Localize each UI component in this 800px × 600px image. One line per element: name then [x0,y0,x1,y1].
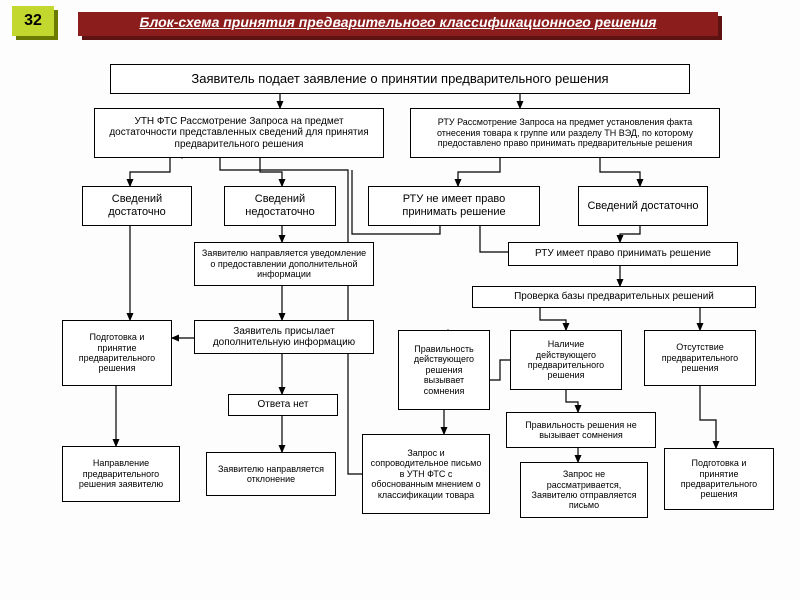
edge-4 [458,158,500,186]
node-checkdb: Проверка базы предварительных решений [472,286,756,308]
node-doubt: Правильность действующего решения вызыва… [398,330,490,410]
node-noexist: Отсутствие предварительного решения [644,330,756,386]
node-reject: Заявителю направляется отклонение [206,452,336,496]
node-nodoubt: Правильность решения не вызывает сомнени… [506,412,656,448]
node-extra: Заявитель присылает дополнительную инфор… [194,320,374,354]
edge-2 [130,158,170,186]
edge-3 [260,158,282,186]
node-rtu: РТУ Рассмотрение Запроса на предмет уста… [410,108,720,158]
node-prep2: Подготовка и принятие предварительного р… [664,448,774,510]
node-hasRight: РТУ имеет право принимать решение [508,242,738,266]
diagram-root: Блок-схема принятия предварительного кла… [0,0,800,600]
edge-11 [540,308,566,330]
node-suf2: Сведений достаточно [578,186,708,226]
node-top: Заявитель подает заявление о принятии пр… [110,64,690,94]
node-notcons: Запрос не рассматривается, Заявителю отп… [520,462,648,518]
edge-5 [600,158,640,186]
node-utn: УТН ФТС Рассмотрение Запроса на предмет … [94,108,384,158]
node-send1: Направление предварительного решения зая… [62,446,180,502]
node-suf1: Сведений достаточно [82,186,192,226]
node-noRight: РТУ не имеет право принимать решение [368,186,540,226]
node-notify: Заявителю направляется уведомление о пре… [194,242,374,286]
node-noans: Ответа нет [228,394,338,416]
edge-7 [620,226,640,242]
edge-17 [566,390,578,412]
node-exist: Наличие действующего предварительного ре… [510,330,622,390]
node-letter: Запрос и сопроводительное письмо в УТН Ф… [362,434,490,514]
node-prep1: Подготовка и принятие предварительного р… [62,320,172,386]
node-insuf: Сведений недостаточно [224,186,336,226]
edge-20 [700,386,716,448]
